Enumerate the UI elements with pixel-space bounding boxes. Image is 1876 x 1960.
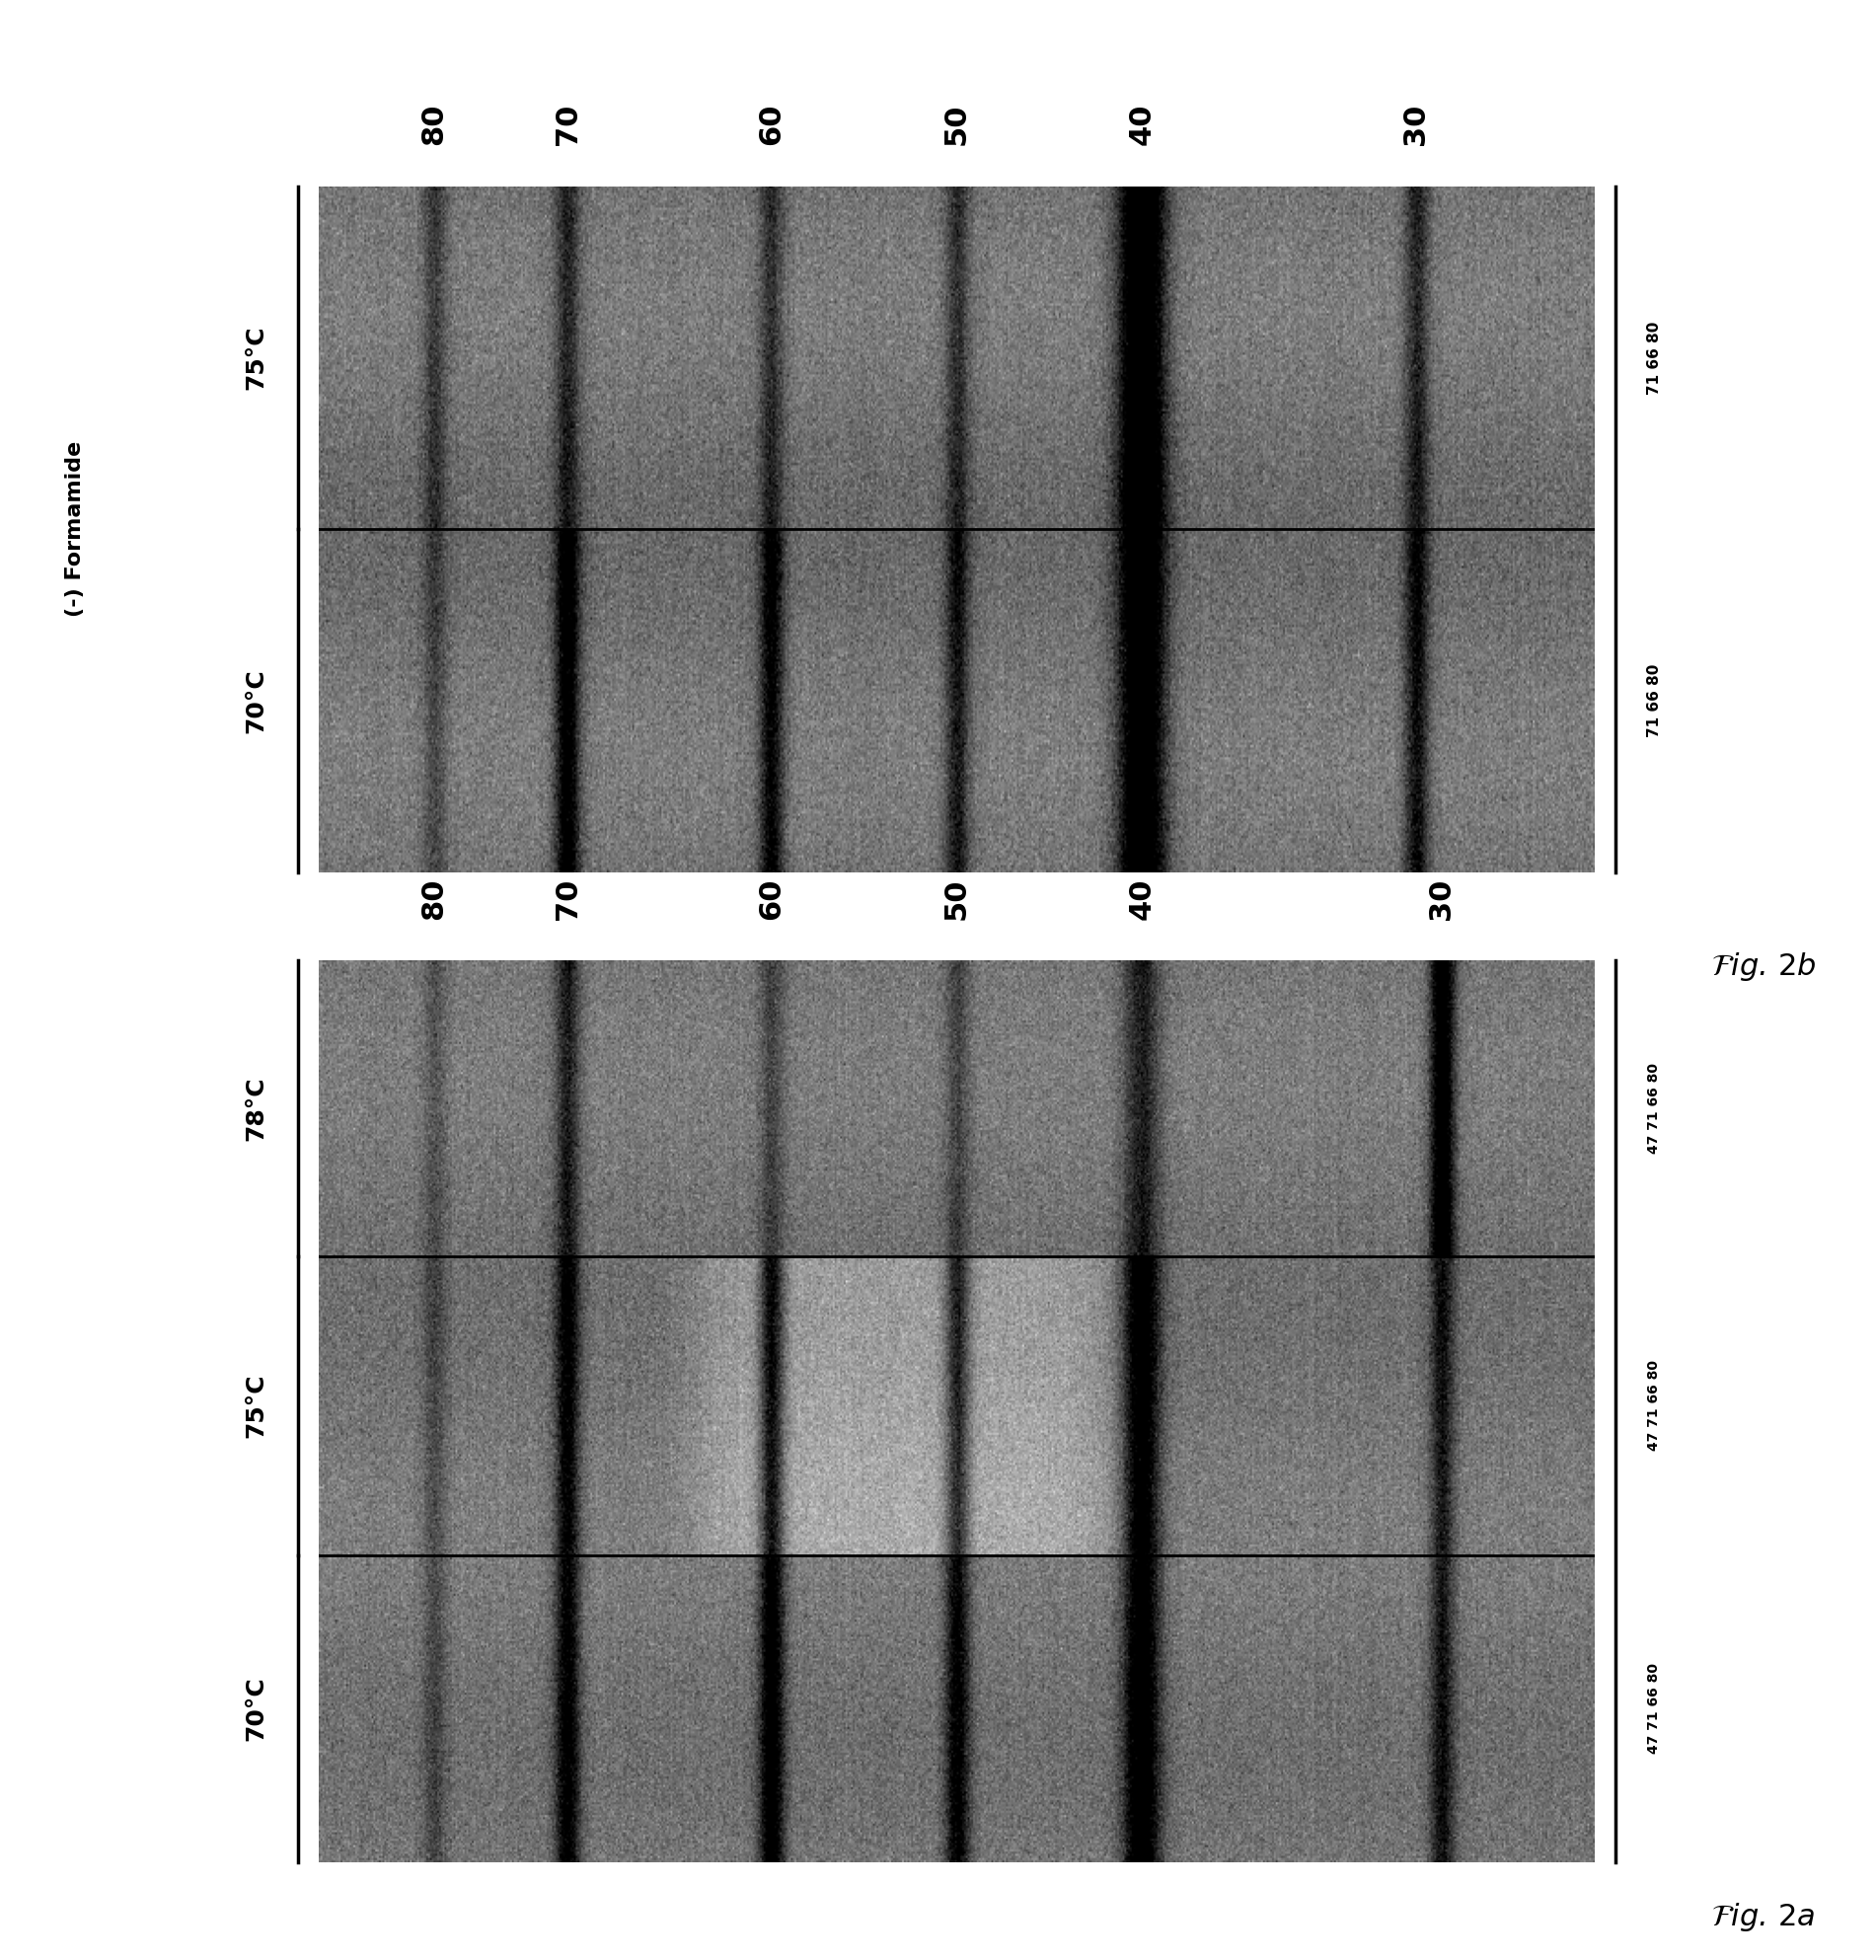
- Text: 60: 60: [758, 104, 786, 145]
- Text: 70: 70: [553, 104, 582, 145]
- Text: 40: 40: [1127, 878, 1156, 919]
- Text: 75°C: 75°C: [244, 1374, 268, 1439]
- Text: 40: 40: [1127, 104, 1156, 145]
- Text: 80: 80: [420, 878, 448, 919]
- Text: (-) Formamide: (-) Formamide: [66, 441, 84, 617]
- Text: 47 71 66 80: 47 71 66 80: [1647, 1664, 1660, 1754]
- Text: 70: 70: [553, 878, 582, 919]
- Text: 78°C: 78°C: [244, 1076, 268, 1141]
- Text: 70°C: 70°C: [244, 1676, 268, 1740]
- Text: 75°C: 75°C: [244, 325, 268, 390]
- Text: 70°C: 70°C: [244, 668, 268, 733]
- Text: 50: 50: [942, 104, 972, 145]
- Text: 71 66 80: 71 66 80: [1647, 321, 1662, 394]
- Text: 30: 30: [1401, 104, 1430, 145]
- Text: 50: 50: [942, 878, 972, 919]
- Text: 71 66 80: 71 66 80: [1647, 664, 1662, 737]
- Text: 80: 80: [420, 104, 448, 145]
- Text: 47 71 66 80: 47 71 66 80: [1647, 1062, 1660, 1154]
- Text: 60: 60: [758, 878, 786, 919]
- Text: $\mathcal{F}$ig. $2b$: $\mathcal{F}$ig. $2b$: [1711, 951, 1816, 984]
- Text: 47 71 66 80: 47 71 66 80: [1647, 1360, 1660, 1450]
- Text: 30: 30: [1428, 878, 1456, 919]
- Text: $\mathcal{F}$ig. $2a$: $\mathcal{F}$ig. $2a$: [1711, 1901, 1816, 1935]
